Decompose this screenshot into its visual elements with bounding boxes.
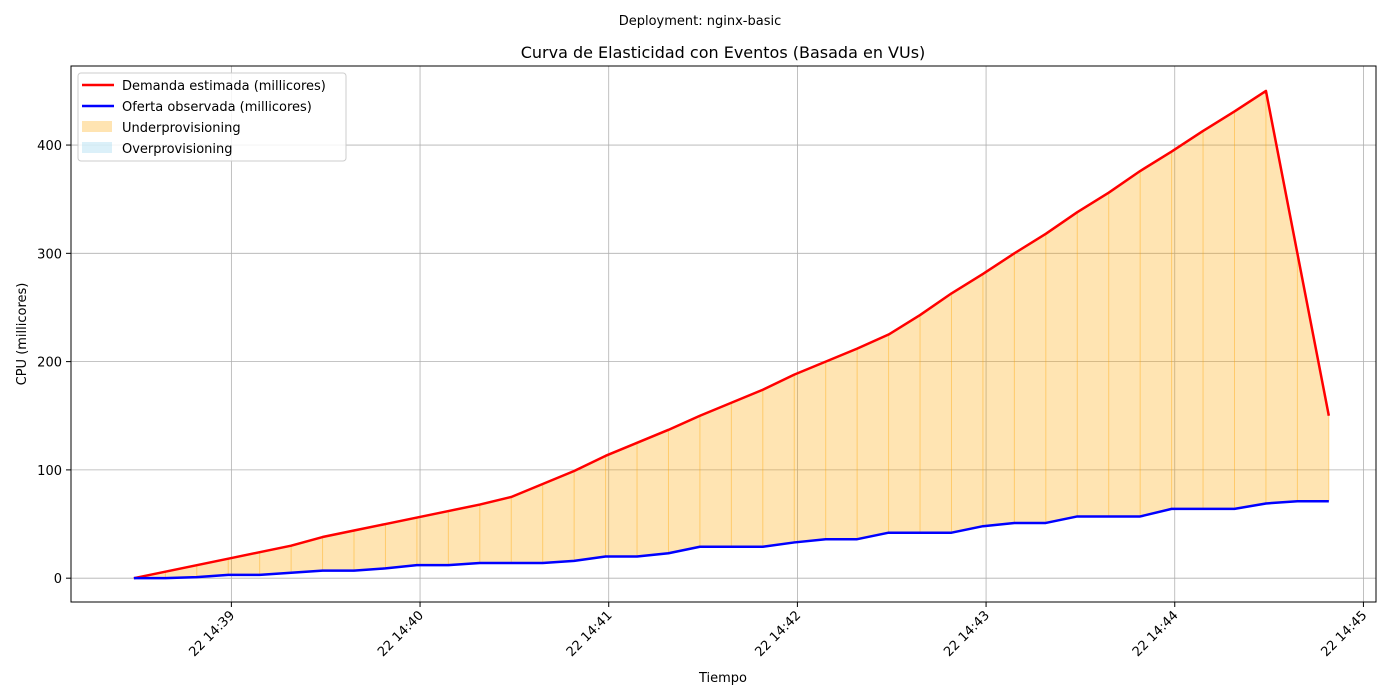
x-tick-label: 22 14:41: [564, 608, 616, 660]
legend: Demanda estimada (millicores) Oferta obs…: [77, 72, 347, 162]
y-tick-label: 300: [37, 247, 62, 262]
oferta-series-line: [133, 500, 1329, 580]
x-axis-label: Tiempo: [698, 671, 747, 686]
legend-oferta-label: Oferta observada (millicores): [122, 100, 312, 115]
x-tick-label: 22 14:39: [186, 608, 238, 660]
x-tick-label: 22 14:40: [375, 608, 427, 660]
legend-overprovisioning-label: Overprovisioning: [122, 142, 233, 157]
x-tick-label: 22 14:43: [941, 608, 993, 660]
series-lines: [133, 89, 1331, 580]
x-tick-label: 22 14:44: [1130, 608, 1182, 660]
legend-underprovisioning-label: Underprovisioning: [122, 121, 241, 136]
demanda-series-line: [133, 89, 1331, 580]
y-tick-label: 400: [37, 139, 62, 154]
chart-title: Curva de Elasticidad con Eventos (Basada…: [521, 43, 926, 62]
y-tick-label: 100: [37, 464, 62, 479]
legend-frame: [77, 72, 347, 162]
x-tick-label: 22 14:42: [753, 608, 805, 660]
plot-frame: [70, 65, 1377, 603]
legend-demanda-label: Demanda estimada (millicores): [122, 79, 326, 94]
underprovisioning-area: [133, 90, 1329, 579]
legend-underprovisioning-swatch: [82, 121, 112, 132]
y-tick-label: 0: [54, 572, 62, 587]
x-tick-label: 22 14:45: [1319, 608, 1371, 660]
y-axis-label: CPU (millicores): [15, 283, 30, 386]
chart-suptitle: Deployment: nginx-basic: [619, 14, 782, 29]
y-tick-label: 200: [37, 356, 62, 371]
underprovisioning-fill-area: [133, 90, 1330, 579]
legend-overprovisioning-swatch: [82, 142, 112, 153]
